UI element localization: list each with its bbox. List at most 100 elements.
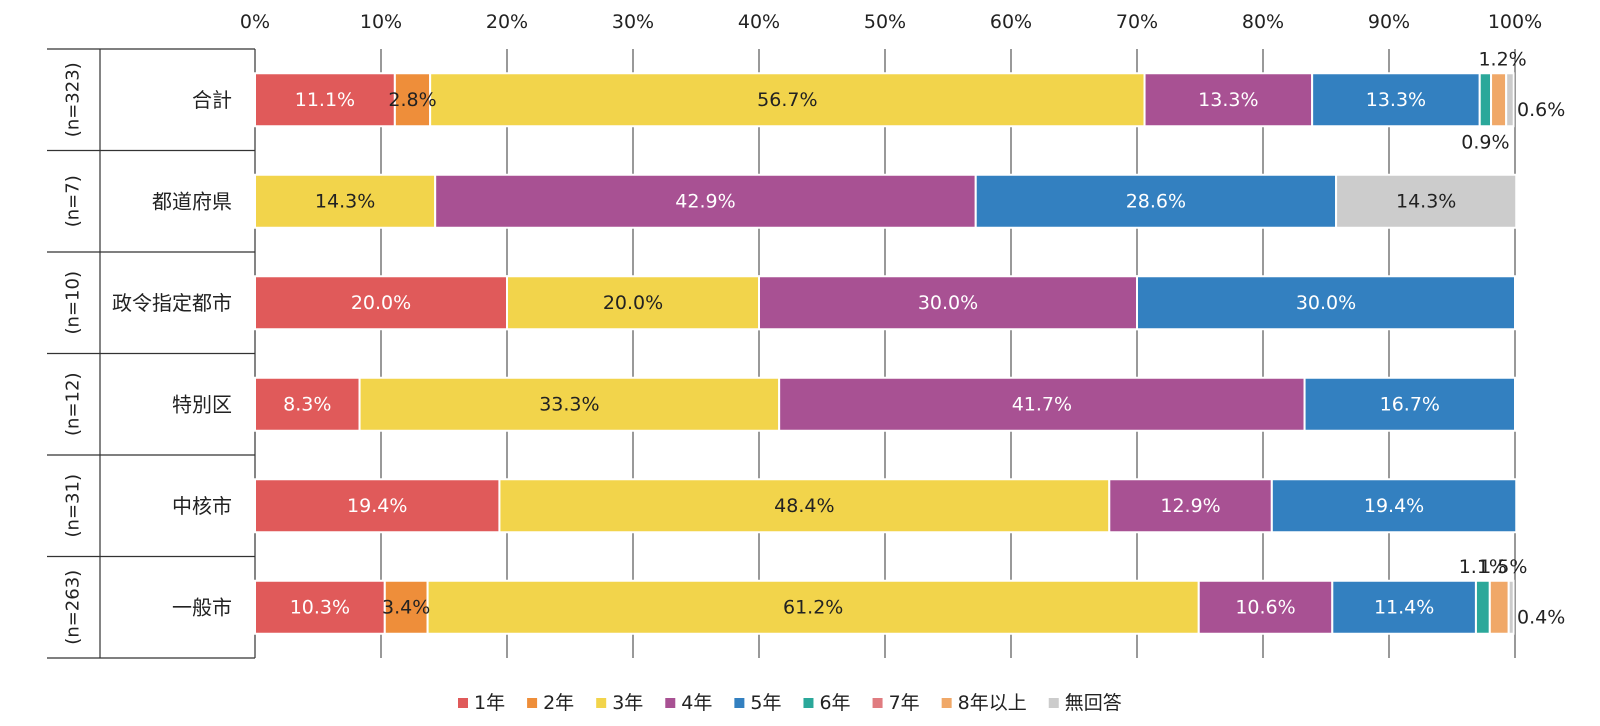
bar-segment bbox=[778, 376, 1306, 432]
legend-label: 7年 bbox=[889, 692, 920, 714]
data-label: 41.7% bbox=[1012, 393, 1072, 415]
data-label: 30.0% bbox=[918, 292, 978, 314]
data-label: 0.4% bbox=[1517, 606, 1565, 628]
bars bbox=[254, 72, 1518, 635]
data-label: 61.2% bbox=[783, 596, 843, 618]
data-label: 3.4% bbox=[382, 596, 430, 618]
x-tick-label: 30% bbox=[612, 11, 654, 33]
legend-label: 6年 bbox=[819, 692, 850, 714]
legend-label: 8年以上 bbox=[958, 692, 1027, 714]
bar-segment bbox=[254, 275, 508, 331]
legend-label: 5年 bbox=[750, 692, 781, 714]
x-tick-label: 40% bbox=[738, 11, 780, 33]
bar-segment bbox=[1507, 579, 1515, 635]
legend-label: 4年 bbox=[681, 692, 712, 714]
category-label: 特別区 bbox=[172, 392, 232, 416]
legend-swatch bbox=[803, 698, 814, 708]
legend-swatch bbox=[1048, 698, 1059, 708]
x-tick-label: 100% bbox=[1488, 11, 1542, 33]
category-label: 都道府県 bbox=[152, 189, 232, 213]
data-label: 1.5% bbox=[1479, 556, 1527, 578]
legend-swatch bbox=[527, 698, 538, 708]
bar-segment bbox=[1311, 72, 1481, 128]
data-label: 20.0% bbox=[603, 292, 663, 314]
bar-segment bbox=[254, 173, 437, 229]
data-label: 19.4% bbox=[1364, 495, 1424, 517]
data-label: 8.3% bbox=[283, 393, 331, 415]
bar-segment bbox=[498, 478, 1111, 534]
data-label: 12.9% bbox=[1160, 495, 1220, 517]
legend-label: 無回答 bbox=[1065, 692, 1122, 714]
gridlines bbox=[380, 49, 1516, 658]
data-label: 56.7% bbox=[757, 89, 817, 111]
sample-size-label: (n=10) bbox=[63, 271, 84, 334]
legend-swatch bbox=[734, 698, 745, 708]
category-frame bbox=[47, 48, 256, 659]
x-axis-ticks: 0% 10% 20% 30% 40% 50% 60% 70% 80% 90% 100% bbox=[240, 11, 1542, 33]
data-label: 14.3% bbox=[315, 190, 375, 212]
data-label: 0.9% bbox=[1461, 131, 1509, 153]
bar-segment bbox=[1474, 579, 1491, 635]
data-labels: 11.1% 2.8% 56.7% 13.3% 13.3% 0.9% 1.2% 0.6% 14.3… bbox=[283, 48, 1565, 628]
sample-size-label: (n=31) bbox=[63, 474, 84, 537]
sample-size-label: (n=7) bbox=[63, 175, 84, 227]
bar-segment bbox=[254, 376, 361, 432]
data-label: 13.3% bbox=[1366, 89, 1426, 111]
bar-segment bbox=[1143, 72, 1314, 128]
bar-segment bbox=[1335, 173, 1518, 229]
x-tick-label: 70% bbox=[1116, 11, 1158, 33]
x-tick-label: 80% bbox=[1242, 11, 1284, 33]
sample-size-label: (n=323) bbox=[63, 62, 84, 137]
data-label: 30.0% bbox=[1296, 292, 1356, 314]
data-label: 11.4% bbox=[1374, 596, 1434, 618]
sample-size-label: (n=12) bbox=[63, 373, 84, 436]
category-label: 中核市 bbox=[172, 494, 232, 518]
data-label: 0.6% bbox=[1517, 99, 1565, 121]
x-tick-label: 0% bbox=[240, 11, 270, 33]
bar-segment bbox=[1478, 72, 1493, 128]
data-label: 2.8% bbox=[388, 89, 436, 111]
bar-segment bbox=[1108, 478, 1273, 534]
bar-segment bbox=[393, 72, 432, 128]
legend-swatch bbox=[665, 698, 676, 708]
sample-size-label: (n=263) bbox=[63, 570, 84, 645]
legend-label: 1年 bbox=[474, 692, 505, 714]
data-label: 20.0% bbox=[351, 292, 411, 314]
data-label: 14.3% bbox=[1396, 190, 1456, 212]
bar-segment bbox=[1331, 579, 1477, 635]
bar-segment bbox=[974, 173, 1338, 229]
category-labels: 合計 (n=323) 都道府県 (n=7) 政令指定都市 (n=10) 特別区 (n=12) 中… bbox=[63, 62, 233, 644]
data-label: 28.6% bbox=[1126, 190, 1186, 212]
legend: 1年 2年 3年 4年 5年 6年 7年 8年以上 無回答 bbox=[458, 692, 1122, 714]
bar-segment bbox=[254, 478, 501, 534]
legend-label: 3年 bbox=[612, 692, 643, 714]
x-tick-label: 50% bbox=[864, 11, 906, 33]
legend-swatch bbox=[596, 698, 607, 708]
category-label: 合計 bbox=[192, 88, 232, 112]
bar-segment bbox=[1303, 376, 1516, 432]
bar-segment bbox=[358, 376, 781, 432]
data-label: 16.7% bbox=[1380, 393, 1440, 415]
data-label: 42.9% bbox=[675, 190, 735, 212]
data-label: 11.1% bbox=[295, 89, 355, 111]
category-label: 一般市 bbox=[172, 595, 232, 619]
bar-segment bbox=[1505, 72, 1515, 128]
bar-segment bbox=[429, 72, 1146, 128]
bar-segment bbox=[1270, 478, 1518, 534]
legend-label: 2年 bbox=[543, 692, 574, 714]
bar-segment bbox=[506, 275, 760, 331]
bar-segment bbox=[1488, 579, 1510, 635]
bar-segment bbox=[1490, 72, 1508, 128]
bar-segment bbox=[254, 579, 386, 635]
data-label: 10.6% bbox=[1235, 596, 1295, 618]
category-label: 政令指定都市 bbox=[112, 291, 232, 315]
data-label: 10.3% bbox=[290, 596, 350, 618]
legend-swatch bbox=[458, 698, 468, 708]
data-label: 13.3% bbox=[1198, 89, 1258, 111]
data-label: 33.3% bbox=[539, 393, 599, 415]
data-label: 19.4% bbox=[347, 495, 407, 517]
x-tick-label: 10% bbox=[360, 11, 402, 33]
legend-swatch bbox=[872, 698, 883, 708]
x-tick-label: 20% bbox=[486, 11, 528, 33]
